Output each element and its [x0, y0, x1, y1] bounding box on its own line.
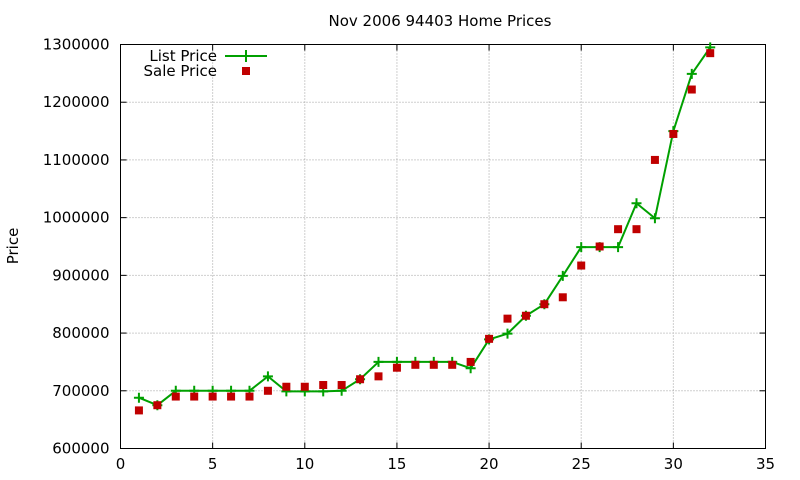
data-point-sale-price	[392, 363, 401, 372]
y-tick-label: 800000	[52, 324, 109, 342]
data-point-sale-price	[208, 392, 217, 401]
legend: List Price Sale Price	[144, 47, 267, 80]
legend-marker-list-price	[240, 50, 252, 62]
y-tick-label: 1100000	[43, 151, 110, 169]
y-tick-labels: 600000 700000 800000 900000 1000000 1100000 12…	[43, 36, 110, 458]
data-point-sale-price	[429, 360, 438, 369]
data-point-sale-price	[374, 372, 383, 381]
data-point-sale-price	[171, 392, 180, 401]
data-point-sale-price	[282, 382, 291, 391]
y-axis-label: Price	[4, 228, 22, 265]
data-point-list-price	[262, 371, 273, 382]
data-point-sale-price	[669, 129, 678, 138]
x-tick-label: 0	[116, 455, 126, 473]
y-tick-label: 1300000	[43, 36, 110, 54]
legend-label-sale-price: Sale Price	[144, 62, 217, 80]
y-tick-label: 900000	[52, 266, 109, 284]
data-point-sale-price	[319, 381, 328, 390]
series-sale-price	[134, 49, 715, 415]
x-tick-label: 5	[208, 455, 218, 473]
y-tick-label: 700000	[52, 382, 109, 400]
data-point-sale-price	[300, 382, 309, 391]
series-line-list-price	[138, 46, 712, 407]
x-tick-label: 10	[295, 455, 314, 473]
data-point-list-price	[576, 242, 587, 253]
data-point-list-price	[649, 213, 660, 224]
data-point-sale-price	[614, 225, 623, 234]
data-point-sale-price	[632, 225, 641, 234]
data-point-sale-price	[134, 406, 143, 415]
x-tick-label: 15	[387, 455, 406, 473]
data-point-list-price	[613, 242, 624, 253]
chart-title: Nov 2006 94403 Home Prices	[329, 12, 552, 30]
data-point-list-price	[631, 198, 642, 209]
data-point-sale-price	[337, 381, 346, 390]
x-tick-label: 25	[572, 455, 591, 473]
plot-frame	[120, 44, 766, 449]
series-list-price	[133, 42, 716, 411]
data-point-sale-price	[466, 357, 475, 366]
data-point-list-price	[373, 356, 384, 367]
legend-label-list-price: List Price	[149, 47, 217, 65]
data-point-sale-price	[448, 360, 457, 369]
data-point-sale-price	[540, 300, 549, 309]
data-point-sale-price	[245, 392, 254, 401]
data-point-sale-price	[577, 261, 586, 270]
grid	[120, 44, 766, 449]
data-point-sale-price	[650, 155, 659, 164]
data-point-sale-price	[595, 242, 604, 251]
data-point-sale-price	[521, 311, 530, 320]
legend-marker-sale-price	[242, 67, 250, 75]
data-point-sale-price	[687, 85, 696, 94]
data-point-sale-price	[706, 49, 715, 58]
data-point-sale-price	[263, 386, 272, 395]
data-point-sale-price	[411, 360, 420, 369]
data-point-sale-price	[190, 392, 199, 401]
data-point-sale-price	[503, 314, 512, 323]
data-point-list-price	[502, 328, 513, 339]
data-point-sale-price	[227, 392, 236, 401]
series-layer	[133, 42, 716, 415]
y-tick-label: 1200000	[43, 93, 110, 111]
x-tick-label: 20	[480, 455, 499, 473]
x-tick-labels: 0 5 10 15 20 25 30 35	[116, 455, 775, 473]
data-point-sale-price	[356, 375, 365, 384]
data-point-list-price	[133, 392, 144, 403]
y-tick-label: 1000000	[43, 209, 110, 227]
data-point-list-price	[557, 270, 568, 281]
y-tick-label: 600000	[52, 440, 109, 458]
data-point-sale-price	[558, 293, 567, 302]
data-point-sale-price	[485, 334, 494, 343]
x-tick-label: 35	[756, 455, 775, 473]
data-point-sale-price	[153, 401, 162, 410]
axis-ticks	[120, 44, 766, 449]
x-tick-label: 30	[664, 455, 683, 473]
data-point-list-price	[686, 68, 697, 79]
